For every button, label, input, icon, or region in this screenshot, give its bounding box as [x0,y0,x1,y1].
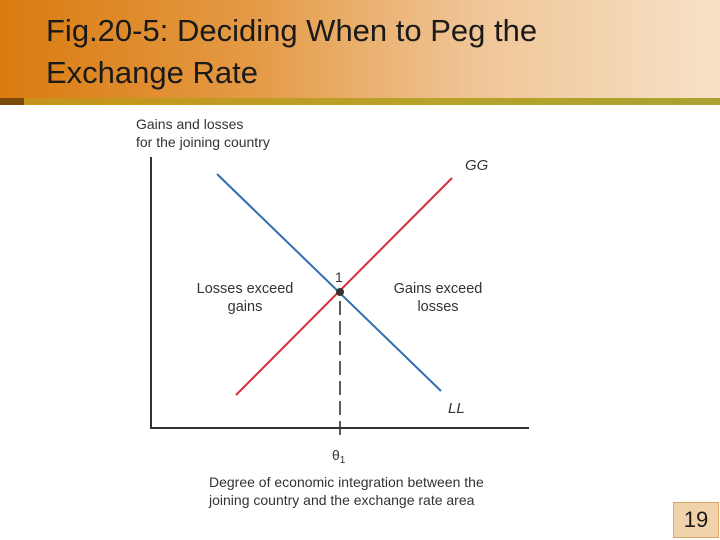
right-region-label-line-1: Gains exceed [394,281,483,297]
theta-symbol: θ [332,447,340,463]
gg-label: GG [465,157,489,174]
point-label: 1 [335,269,343,285]
intersection-point-1 [336,288,344,296]
page-number: 19 [673,502,719,538]
peg-decision-diagram: Gains and losses for the joining country… [136,116,529,508]
slide-title-line-1: Fig.20-5: Deciding When to Peg the [46,13,538,48]
theta-label: θ1 [332,447,346,466]
title-banner [0,0,720,105]
ll-curve [216,173,442,392]
y-axis-label-line-2: for the joining country [136,134,270,150]
title-underline [0,98,720,105]
x-axis-label-line-1: Degree of economic integration between t… [209,474,484,490]
left-region-label-line-1: Losses exceed [197,281,294,297]
right-region-label-line-2: losses [417,299,458,315]
slide-title-line-2: Exchange Rate [46,55,258,90]
title-underline-accent [0,98,24,105]
gg-curve [235,177,453,396]
left-region-label-line-2: gains [228,299,263,315]
y-axis-label-line-1: Gains and losses [136,116,243,132]
ll-label: LL [448,400,465,417]
theta-subscript: 1 [340,455,346,466]
x-axis-label-line-2: joining country and the exchange rate ar… [208,492,475,508]
slide-title: Fig.20-5: Deciding When to Peg the Excha… [46,10,686,94]
